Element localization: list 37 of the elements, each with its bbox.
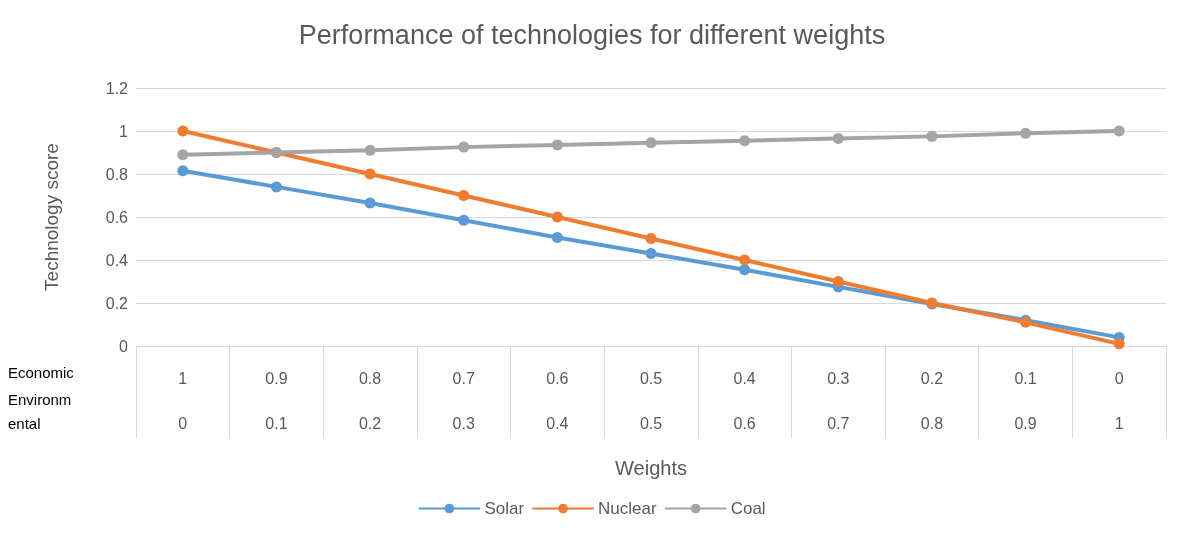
x-tick-label: 0.9 <box>265 369 288 387</box>
y-tick-label: 0 <box>119 337 129 355</box>
text: 0.7 <box>827 414 850 432</box>
chart-title: Performance of technologies for different weights <box>298 19 886 50</box>
x-tick-label: 0.8 <box>358 369 382 387</box>
text: 0.9 <box>1014 414 1037 432</box>
x-tick-label: 1 <box>178 369 188 387</box>
x-tick-label: 0.3 <box>827 369 850 387</box>
text: 0 <box>178 414 188 432</box>
legend-label: Coal <box>730 499 766 518</box>
text: Environmental <box>8 390 72 432</box>
text: 0.3 <box>452 414 475 432</box>
legend-label: Solar <box>484 499 525 518</box>
y-tick-label: 1 <box>119 122 129 140</box>
x-axis-title: Weights <box>615 457 687 479</box>
text: 0.1 <box>265 414 288 432</box>
legend-label: Nuclear <box>598 499 657 518</box>
text: 0.2 <box>358 414 382 432</box>
y-tick-label: 0.4 <box>105 251 129 269</box>
x-tick-label: 0.5 <box>639 369 663 387</box>
x-tick-label: 0.4 <box>733 369 756 387</box>
text: Economic <box>8 364 75 381</box>
y-tick-label: 0.8 <box>105 165 129 183</box>
x-tick-label: 0.7 <box>452 369 475 387</box>
text: 0.8 <box>920 414 944 432</box>
x-tick-label: 0.6 <box>546 369 569 387</box>
y-axis-title: Technology score <box>41 143 62 291</box>
text: 0.6 <box>733 414 756 432</box>
x-tick-label: 0.2 <box>920 369 944 387</box>
x-tick-label: 0.1 <box>1014 369 1037 387</box>
y-tick-label: 0.6 <box>105 208 129 226</box>
y-tick-label: 1.2 <box>105 79 129 97</box>
x-tick-label: 0 <box>1114 369 1124 387</box>
text: 1 <box>1114 414 1124 432</box>
text: 0.4 <box>546 414 569 432</box>
text: 0.5 <box>639 414 663 432</box>
y-tick-label: 0.2 <box>105 294 129 312</box>
